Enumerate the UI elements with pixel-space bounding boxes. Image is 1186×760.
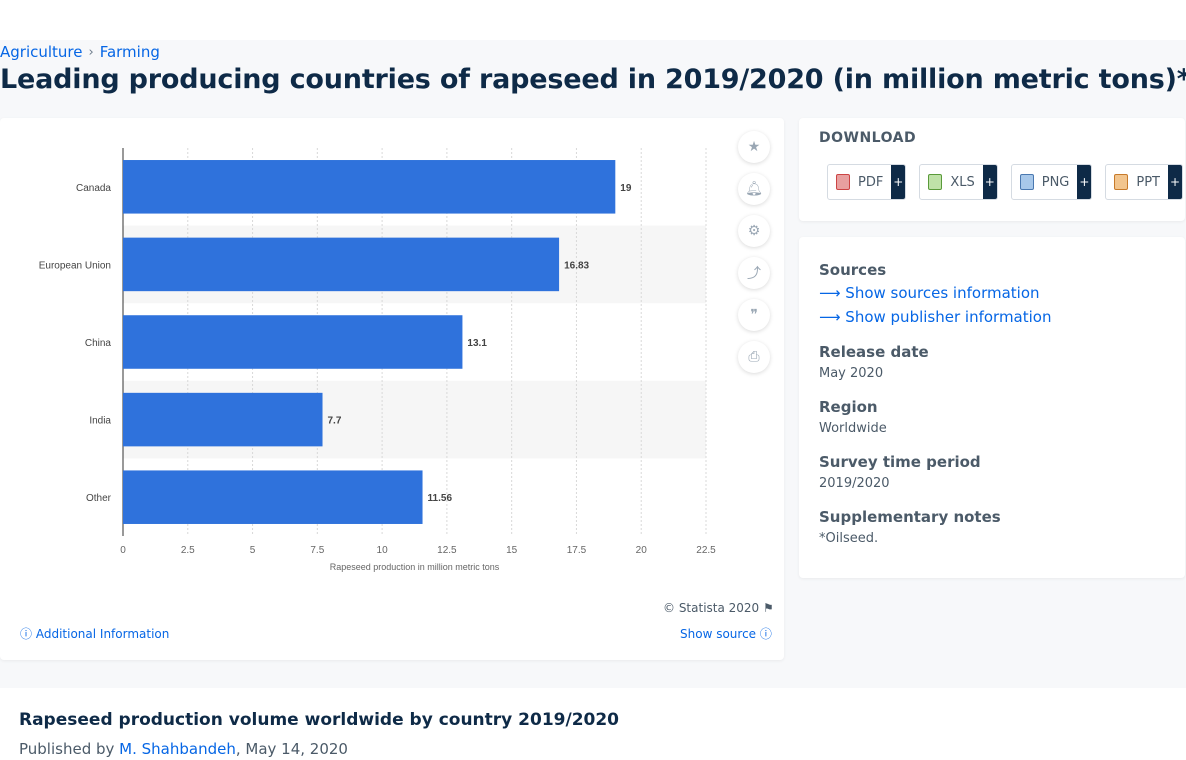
category-label: China: [85, 338, 112, 349]
plus-icon[interactable]: +: [891, 165, 906, 199]
sources-heading: Sources: [819, 261, 887, 279]
x-tick-label: 2.5: [181, 545, 195, 556]
notes-value: *Oilseed.: [819, 531, 879, 546]
bar: [123, 315, 463, 369]
download-title: DOWNLOAD: [819, 130, 917, 146]
download-ppt-button[interactable]: PPT +: [1105, 164, 1183, 200]
x-tick-label: 10: [377, 545, 389, 556]
plus-icon[interactable]: +: [1168, 165, 1182, 199]
download-buttons: PDF + XLS + PNG + PPT +: [827, 164, 1183, 200]
page-title: Leading producing countries of rapeseed …: [0, 64, 1186, 95]
download-png-label: PNG: [1041, 174, 1070, 190]
show-publisher-link[interactable]: ⟶ Show publisher information: [819, 308, 1051, 326]
plus-icon[interactable]: +: [982, 165, 997, 199]
show-source-link[interactable]: Show source ⓘ: [680, 625, 772, 642]
download-xls-label: XLS: [950, 174, 975, 190]
show-publisher-label: Show publisher information: [845, 308, 1052, 326]
arrow-right-icon: ⟶: [819, 308, 841, 326]
download-png-button[interactable]: PNG +: [1010, 164, 1093, 200]
value-label: 19: [620, 183, 632, 194]
additional-info-label: Additional Information: [35, 627, 170, 641]
statistic-title: Rapeseed production volume worldwide by …: [19, 710, 620, 730]
survey-period-heading: Survey time period: [819, 453, 981, 471]
category-label: Canada: [76, 183, 111, 194]
top-bar: [0, 0, 1186, 40]
arrow-right-icon: ⟶: [819, 284, 841, 302]
category-label: European Union: [39, 260, 111, 271]
copyright-text: © Statista 2020: [663, 601, 760, 615]
x-tick-label: 20: [636, 545, 648, 556]
release-date-heading: Release date: [819, 343, 929, 361]
info-icon: ⓘ: [20, 627, 33, 641]
xls-icon: [928, 174, 943, 190]
bell-icon[interactable]: 🔔︎: [738, 173, 770, 205]
plus-icon[interactable]: +: [1077, 165, 1092, 199]
category-label: India: [89, 416, 111, 427]
value-label: 13.1: [467, 338, 487, 349]
bar: [123, 237, 560, 292]
info-card: Sources ⟶ Show sources information ⟶ Sho…: [799, 237, 1185, 578]
release-date-value: May 2020: [819, 366, 884, 381]
survey-period-value: 2019/2020: [819, 476, 890, 491]
info-icon: ⓘ: [759, 627, 772, 641]
breadcrumb-farming[interactable]: Farming: [99, 43, 160, 61]
published-by-label: Published by: [19, 740, 115, 758]
png-icon: [1019, 174, 1034, 190]
category-label: Other: [86, 493, 112, 504]
download-ppt-label: PPT: [1136, 174, 1160, 190]
value-label: 7.7: [328, 416, 342, 427]
x-tick-label: 22.5: [696, 545, 716, 556]
download-xls-button[interactable]: XLS +: [919, 164, 998, 200]
download-pdf-button[interactable]: PDF +: [827, 164, 907, 200]
download-pdf-label: PDF: [858, 174, 884, 190]
chart-tools: ★ 🔔︎ ⚙ ⤴ ❞ ⎙: [738, 131, 770, 373]
value-label: 11.56: [428, 493, 453, 504]
show-sources-link[interactable]: ⟶ Show sources information: [819, 284, 1040, 302]
breadcrumb-agriculture[interactable]: Agriculture: [0, 43, 83, 61]
breadcrumb-separator: ›: [88, 44, 94, 60]
pdf-icon: [836, 174, 850, 190]
bar: [123, 160, 616, 214]
publish-date: , May 14, 2020: [235, 740, 348, 758]
show-sources-label: Show sources information: [845, 284, 1040, 302]
print-icon[interactable]: ⎙: [738, 341, 770, 373]
x-tick-label: 12.5: [437, 545, 457, 556]
published-line: Published by M. Shahbandeh, May 14, 2020: [19, 740, 348, 758]
breadcrumb: Agriculture › Farming: [0, 43, 160, 61]
star-icon[interactable]: ★: [738, 131, 770, 163]
x-tick-label: 0: [120, 545, 126, 556]
x-tick-label: 7.5: [310, 545, 324, 556]
bar-chart: 0 2.5 5 7.5 10 12.5 15 17.5 20 22.5 Canada 19 Europe…: [39, 148, 716, 572]
quote-icon[interactable]: ❞: [738, 299, 770, 331]
region-heading: Region: [819, 398, 878, 416]
value-label: 16.83: [564, 260, 589, 271]
share-icon[interactable]: ⤴: [738, 257, 770, 289]
x-tick-label: 15: [506, 545, 518, 556]
statistic-summary: Rapeseed production volume worldwide by …: [0, 688, 1186, 760]
copyright: © Statista 2020 ⚑: [663, 601, 774, 615]
bar: [123, 392, 323, 447]
chart-card: 0 2.5 5 7.5 10 12.5 15 17.5 20 22.5 Canada 19 Europe…: [0, 118, 784, 660]
notes-heading: Supplementary notes: [819, 508, 1001, 526]
show-source-label: Show source: [680, 627, 757, 641]
author-link[interactable]: M. Shahbandeh: [119, 740, 236, 758]
ppt-icon: [1114, 174, 1129, 190]
gear-icon[interactable]: ⚙: [738, 215, 770, 247]
x-tick-label: 17.5: [567, 545, 587, 556]
x-tick-label: 5: [250, 545, 256, 556]
region-value: Worldwide: [819, 421, 887, 436]
download-card: DOWNLOAD PDF + XLS + PNG + PPT +: [799, 118, 1185, 221]
additional-info-link[interactable]: ⓘ Additional Information: [20, 625, 169, 642]
x-axis-title: Rapeseed production in million metric to…: [330, 562, 500, 572]
bar: [123, 470, 423, 524]
flag-icon[interactable]: ⚑: [763, 601, 774, 615]
